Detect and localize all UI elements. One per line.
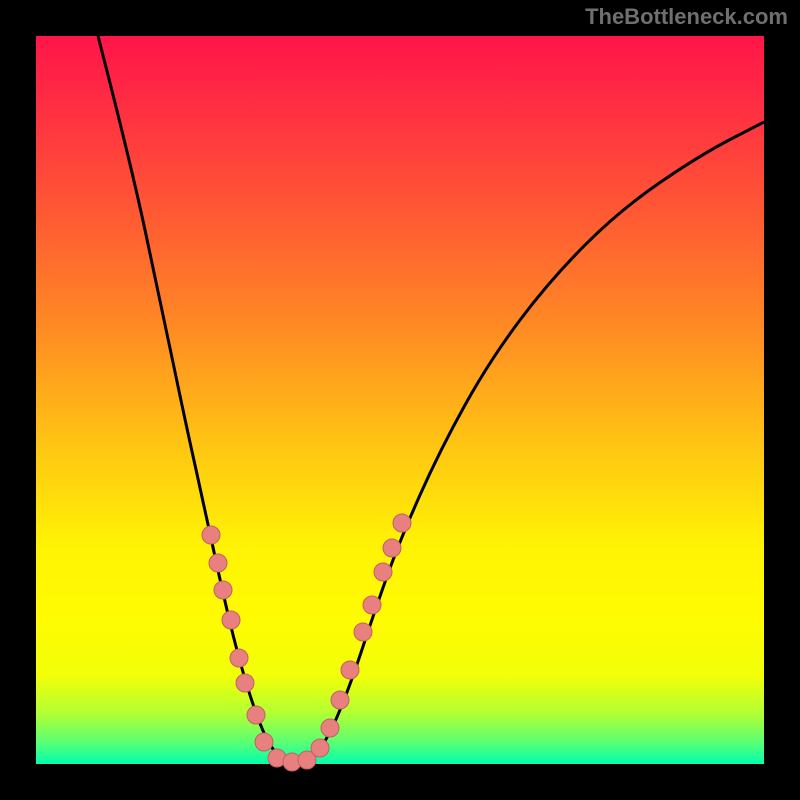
data-marker — [393, 514, 411, 532]
data-marker — [230, 649, 248, 667]
data-marker — [321, 719, 339, 737]
data-marker — [247, 706, 265, 724]
data-marker — [255, 733, 273, 751]
data-marker — [202, 526, 220, 544]
data-marker — [374, 563, 392, 581]
bottleneck-chart: TheBottleneck.com — [0, 0, 800, 800]
chart-svg — [0, 0, 800, 800]
data-marker — [236, 674, 254, 692]
data-marker — [214, 581, 232, 599]
data-marker — [331, 691, 349, 709]
plot-background — [36, 36, 764, 764]
data-marker — [222, 611, 240, 629]
data-marker — [383, 539, 401, 557]
data-marker — [311, 739, 329, 757]
data-marker — [341, 661, 359, 679]
data-marker — [354, 623, 372, 641]
watermark-text: TheBottleneck.com — [585, 4, 788, 30]
data-marker — [363, 596, 381, 614]
data-marker — [209, 554, 227, 572]
